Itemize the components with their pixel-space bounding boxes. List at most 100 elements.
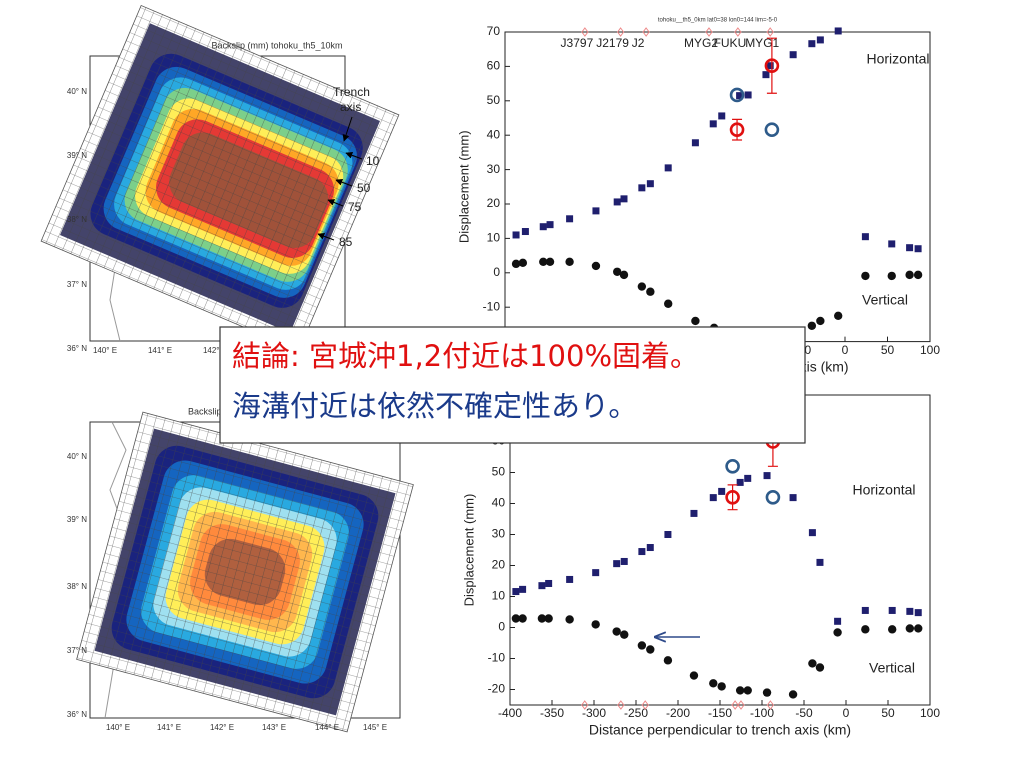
y-tick-label: 40 — [492, 496, 506, 510]
station-marker — [737, 700, 745, 710]
point — [612, 627, 621, 636]
point — [861, 625, 870, 634]
point — [725, 458, 740, 474]
lat-label: 36° N — [67, 344, 87, 353]
map: Backslip (mm) tohoku_th5_10km 40° N 39° N 3… — [40, 4, 400, 355]
station-label: MYG2 — [684, 36, 718, 50]
lat-label: 39° N — [67, 151, 87, 160]
point — [763, 472, 771, 480]
lat-label: 37° N — [67, 646, 87, 655]
point — [646, 544, 654, 552]
point — [833, 628, 842, 637]
annotation-arrow — [342, 116, 353, 142]
y-tick-label: 10 — [492, 589, 506, 603]
point — [637, 282, 647, 291]
y-tick-label: 0 — [498, 620, 505, 634]
y-tick-label: 30 — [487, 162, 501, 176]
point — [646, 287, 655, 296]
x-axis-label: Distance perpendicular to trench axis (k… — [589, 722, 851, 738]
station-marker — [734, 27, 742, 37]
lat-label: 40° N — [67, 87, 87, 96]
series-label: Horizontal — [852, 482, 915, 498]
point — [544, 614, 553, 623]
point — [789, 494, 797, 502]
point — [664, 299, 673, 308]
point — [744, 474, 752, 482]
point — [565, 615, 574, 624]
lon-label: 141° E — [157, 723, 181, 732]
station-marker — [641, 700, 649, 710]
point — [518, 258, 528, 268]
point — [691, 316, 700, 326]
lon-label: 145° E — [363, 723, 387, 732]
point — [765, 489, 781, 505]
point — [646, 180, 654, 188]
y-tick-label: 10 — [487, 231, 501, 245]
lat-label: 37° N — [67, 280, 87, 289]
point — [913, 270, 923, 280]
point — [808, 659, 817, 668]
lat-label: 38° N — [67, 582, 87, 591]
lat-label: 39° N — [67, 515, 87, 524]
maps: Backslip (mm) tohoku_th5_10km 40° N 39° N 3… — [40, 4, 414, 733]
point — [887, 271, 896, 281]
point — [646, 645, 655, 654]
point — [512, 231, 520, 239]
lon-label: 144° E — [315, 723, 339, 732]
point — [545, 257, 555, 266]
point — [736, 92, 744, 100]
x-tick-label: -300 — [582, 706, 606, 720]
callout-line: 結論: 宮城沖1,2付近は100%固着。 — [232, 339, 699, 373]
station-label: J2179 — [596, 36, 629, 50]
lat-label: 40° N — [67, 452, 87, 461]
point — [834, 311, 843, 320]
point — [613, 560, 621, 568]
station-label: MYG1 — [745, 36, 779, 50]
contour-label: 50 — [357, 181, 371, 195]
point — [808, 529, 816, 537]
point — [709, 494, 717, 502]
point — [591, 620, 600, 629]
lat-label: 36° N — [67, 710, 87, 719]
point — [725, 489, 740, 505]
lat-label: 38° N — [67, 215, 87, 224]
station-marker — [705, 27, 713, 37]
x-tick-label: 50 — [881, 706, 895, 720]
chart: -20-10010203040506070-400-350-300-250-20… — [461, 394, 940, 738]
point — [663, 656, 673, 665]
point — [518, 614, 527, 623]
point — [690, 509, 698, 517]
point — [521, 228, 529, 236]
trench-label: axis — [340, 100, 361, 114]
point — [906, 244, 914, 252]
point — [762, 688, 772, 697]
y-tick-label: 30 — [492, 527, 506, 541]
lon-label: 141° E — [148, 346, 172, 355]
point — [905, 270, 914, 280]
y-tick-label: 70 — [487, 24, 501, 38]
point — [808, 40, 816, 48]
station-label: J2 — [632, 36, 645, 50]
point — [729, 87, 745, 103]
point — [914, 624, 923, 633]
lon-label: 143° E — [262, 723, 286, 732]
x-tick-label: -250 — [624, 706, 648, 720]
contour-label: 85 — [339, 235, 353, 249]
point — [788, 690, 798, 699]
point — [538, 582, 546, 590]
station-marker — [616, 27, 625, 37]
callout-box — [219, 326, 806, 444]
point — [735, 686, 745, 695]
point — [709, 120, 717, 128]
y-tick-label: 0 — [493, 265, 500, 279]
point — [565, 257, 574, 266]
point — [764, 58, 780, 74]
y-tick-label: -10 — [488, 651, 506, 665]
annotation-arrow — [317, 232, 335, 241]
series-label: Horizontal — [866, 51, 929, 67]
point — [620, 557, 628, 565]
point — [718, 487, 726, 495]
point — [689, 671, 699, 680]
x-tick-label: 0 — [843, 706, 850, 720]
